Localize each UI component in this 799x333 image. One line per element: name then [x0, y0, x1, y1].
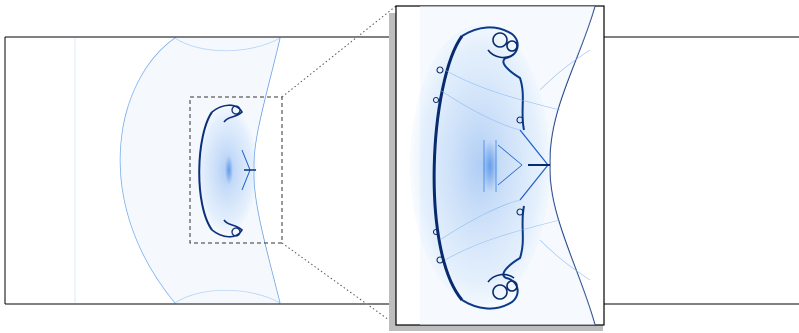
- full-domain-panel: [4, 36, 396, 305]
- zoom-connector-top: [281, 5, 397, 98]
- upper-vortex: [487, 32, 518, 59]
- bubble-interface-lower: [461, 205, 525, 310]
- zoom-inset-panel: [389, 5, 605, 331]
- slip-line: [497, 144, 523, 166]
- lower-vortex: [487, 273, 518, 300]
- interface-vortices: [432, 66, 524, 264]
- wake-jet: [482, 140, 498, 192]
- bubble-thumbnail: [197, 104, 257, 238]
- pressure-waves: [439, 49, 591, 281]
- bubble-interface: [432, 35, 464, 301]
- bubble-glow: [410, 25, 550, 305]
- zoom-connector-bottom: [281, 242, 397, 326]
- zoom-region-box: [189, 96, 283, 244]
- slip-line-lower: [497, 164, 523, 186]
